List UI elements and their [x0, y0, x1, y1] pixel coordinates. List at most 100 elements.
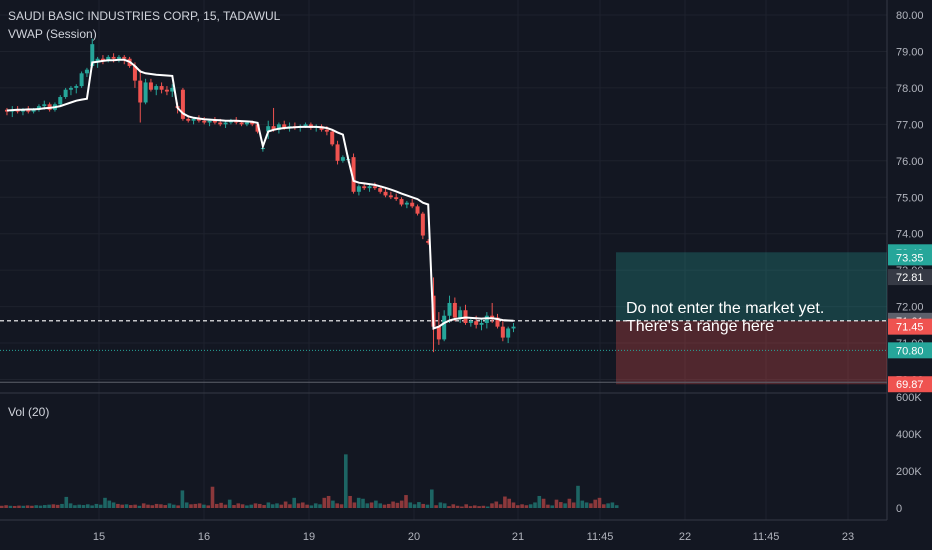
price-badge-label: 70.80	[896, 345, 924, 357]
candle-body	[362, 186, 367, 189]
candle-body	[335, 144, 340, 161]
volume-bar	[554, 499, 559, 508]
volume-bar	[313, 503, 318, 508]
volume-bar	[571, 502, 576, 508]
volume-bar	[559, 502, 563, 508]
candle-body	[250, 122, 255, 125]
volume-bar	[511, 502, 516, 508]
volume-bar	[516, 505, 520, 508]
candle-body	[303, 124, 308, 127]
volume-bar	[503, 496, 507, 508]
time-tick-label: 23	[842, 531, 854, 543]
volume-bar	[240, 504, 245, 508]
stop-zone	[616, 320, 887, 385]
volume-bar	[292, 497, 296, 508]
volume-bar	[485, 506, 490, 508]
volume-bar	[584, 502, 589, 508]
candle-body	[239, 122, 244, 125]
price-badge	[888, 269, 932, 286]
candle-body	[276, 124, 281, 130]
volume-bar	[55, 504, 60, 508]
volume-bar	[245, 505, 249, 508]
time-tick-label: 11:45	[753, 531, 780, 543]
candle-body	[282, 124, 287, 128]
volume-bar	[137, 505, 142, 508]
volume-bar	[550, 505, 554, 508]
volume-bar	[412, 504, 417, 508]
price-badge-label: 69.87	[896, 379, 924, 391]
price-tick-label: 72.00	[896, 302, 924, 314]
volume-bar	[0, 505, 4, 508]
volume-bar	[404, 495, 408, 508]
price-badge	[888, 342, 932, 359]
volume-bar	[270, 504, 275, 508]
volume-bar	[460, 506, 464, 508]
volume-bar	[597, 497, 602, 508]
vwap-line	[6, 58, 514, 330]
candle-body	[426, 240, 431, 243]
candle-body	[340, 157, 345, 161]
candle-body	[447, 302, 452, 316]
volume-bar	[90, 505, 94, 508]
candle-body	[31, 109, 36, 112]
price-tick-label: 80.00	[896, 10, 924, 22]
volume-bar	[378, 503, 382, 508]
volume-bar	[73, 505, 77, 508]
volume-bar	[322, 497, 327, 508]
candle-body	[415, 206, 420, 214]
volume-tick-label: 200K	[896, 466, 922, 478]
time-tick-label: 22	[679, 531, 691, 543]
candle-body	[202, 120, 207, 123]
volume-bar	[344, 454, 348, 508]
volume-bar	[331, 500, 335, 508]
candle-body	[394, 197, 399, 200]
volume-bar	[189, 504, 193, 508]
candle-body	[95, 58, 100, 63]
candle-body	[111, 56, 116, 59]
volume-bar	[107, 500, 112, 508]
indicator-label: VWAP (Session)	[8, 27, 97, 41]
volume-bar	[524, 505, 529, 508]
candle-body	[116, 56, 121, 59]
candle-body	[378, 188, 383, 192]
volume-bar	[236, 503, 241, 508]
candle-body	[330, 131, 335, 145]
candle-body	[138, 80, 143, 103]
candle-body	[191, 118, 196, 121]
volume-bar	[176, 505, 180, 508]
volume-bar	[253, 503, 258, 508]
volume-bar	[335, 503, 339, 508]
volume-bar	[279, 504, 284, 508]
candle-body	[90, 44, 95, 67]
time-tick-label: 16	[198, 531, 210, 543]
volume-bar	[51, 504, 56, 508]
time-tick-label: 21	[512, 531, 524, 543]
volume-bar	[258, 503, 262, 508]
candle-body	[495, 317, 500, 327]
candle-body	[500, 326, 505, 338]
volume-bar	[202, 504, 206, 508]
volume-bar	[473, 505, 477, 508]
time-tick-label: 20	[408, 531, 420, 543]
volume-bar	[266, 502, 271, 508]
candle-body	[42, 104, 47, 107]
candle-body	[106, 56, 111, 61]
price-badge-label: 73.35	[896, 252, 924, 264]
volume-bar	[94, 503, 99, 508]
volume-bar	[305, 504, 309, 508]
volume-bar	[21, 505, 26, 508]
candle-body	[154, 86, 159, 90]
volume-bar	[442, 503, 447, 508]
candle-body	[148, 82, 153, 90]
volume-bar	[387, 503, 391, 508]
candle-body	[100, 58, 105, 61]
candle-body	[207, 120, 212, 123]
candle-body	[143, 82, 148, 103]
volume-bar	[283, 501, 288, 508]
volume-bar	[494, 501, 499, 508]
candle-body	[26, 109, 31, 112]
candle-body	[84, 69, 89, 74]
volume-bar	[232, 505, 236, 508]
candle-body	[36, 106, 41, 110]
